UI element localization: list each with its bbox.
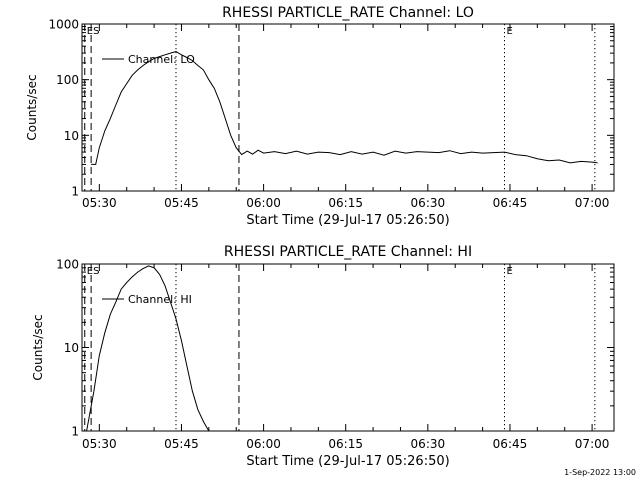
x-tick-label: 06:15 (328, 196, 363, 210)
y-tick-label: 1 (71, 185, 79, 199)
x-tick-label: 05:45 (164, 437, 199, 451)
event-marker-label: E (87, 266, 93, 277)
plot-frame (81, 263, 615, 432)
x-tick-label: 05:30 (82, 196, 117, 210)
x-tick-label: 06:45 (493, 437, 528, 451)
x-tick-label: 06:15 (328, 437, 363, 451)
legend-label: Channel: HI (128, 293, 192, 306)
y-tick-label: 10 (64, 341, 79, 355)
x-tick-label: 06:30 (411, 196, 446, 210)
chart-title: RHESSI PARTICLE_RATE Channel: HI (224, 244, 472, 260)
x-tick-label: 06:00 (246, 437, 281, 451)
chart-panel-1: RHESSI PARTICLE_RATE Channel: LO 1 10 100 10… (25, 5, 615, 228)
chart-title: RHESSI PARTICLE_RATE Channel: LO (222, 5, 474, 21)
x-tick-label: 06:45 (493, 196, 528, 210)
event-marker-label: S (93, 266, 99, 277)
y-tick-label: 100 (56, 73, 79, 87)
x-axis-label: Start Time (29-Jul-17 05:26:50) (246, 454, 449, 469)
x-tick-label: 05:45 (164, 196, 199, 210)
x-tick-label: 06:00 (246, 196, 281, 210)
x-tick-label: 06:30 (411, 437, 446, 451)
y-axis-label: Counts/sec (25, 74, 39, 140)
plot-frame (81, 23, 615, 192)
y-axis-label: Counts/sec (31, 314, 45, 380)
y-tick-label: 100 (56, 258, 79, 272)
y-tick-label: 10 (64, 129, 79, 143)
timestamp-label: 1-Sep-2022 13:00 (564, 468, 636, 477)
event-marker-label: E (506, 26, 512, 37)
legend-label: Channel: LO (128, 53, 195, 66)
x-tick-label: 07:00 (575, 437, 610, 451)
event-marker-label: E (87, 26, 93, 37)
x-tick-label: 07:00 (575, 196, 610, 210)
y-tick-label: 1 (71, 425, 79, 439)
y-tick-label: 1000 (48, 18, 79, 32)
chart-panel-2: RHESSI PARTICLE_RATE Channel: HI 1 10 100 05… (31, 244, 615, 469)
event-marker-label: S (93, 26, 99, 37)
event-marker-label: E (506, 266, 512, 277)
series-line (91, 50, 598, 165)
x-tick-label: 05:30 (82, 437, 117, 451)
series-line (86, 265, 210, 432)
x-axis-label: Start Time (29-Jul-17 05:26:50) (246, 213, 449, 228)
